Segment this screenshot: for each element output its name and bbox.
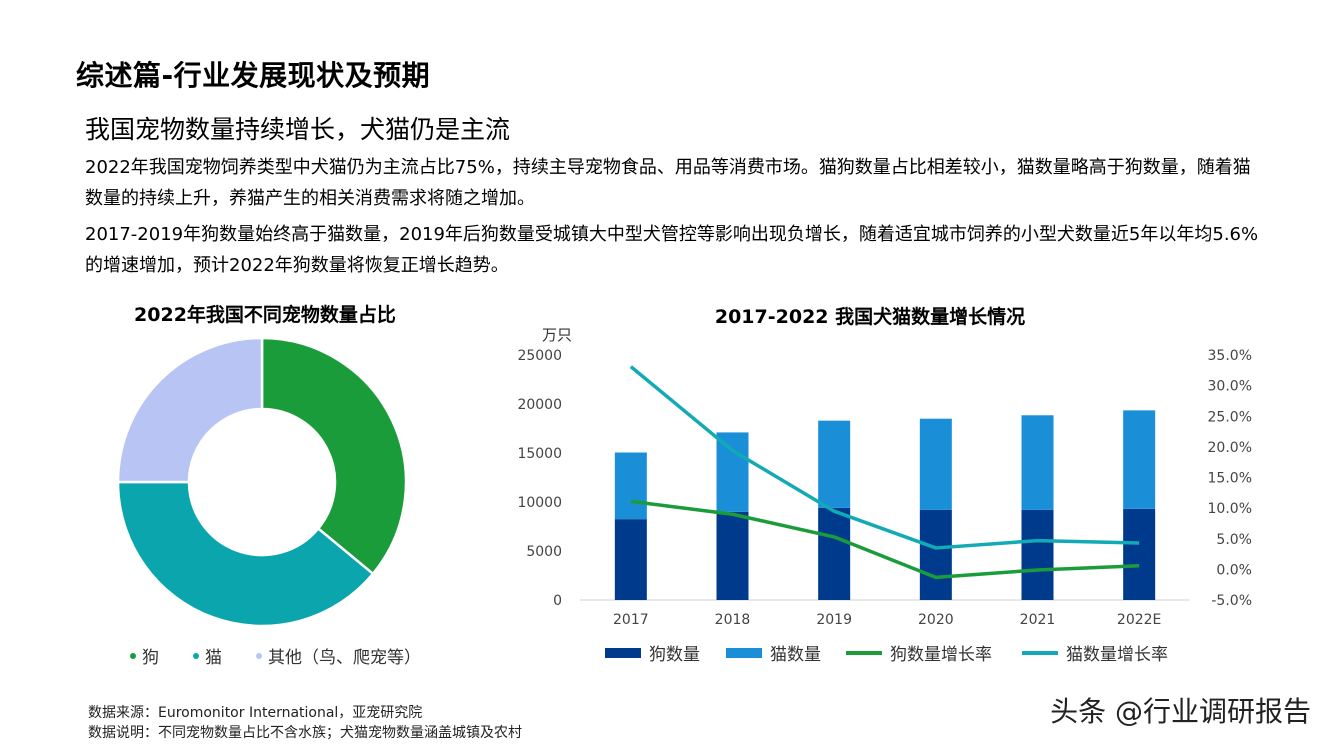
headline: 我国宠物数量持续增长，犬猫仍是主流: [85, 115, 511, 144]
bar-dog-count: [919, 509, 952, 600]
pie-slice-other: [116, 336, 264, 484]
legend-label-cat-count: 猫数量: [770, 645, 821, 665]
y2-tick-label: 35.0%: [1208, 348, 1252, 364]
source-note: 数据来源：Euromonitor International，亚宠研究院: [88, 705, 423, 721]
bar-cat-count: [919, 418, 952, 510]
paragraph-2: 2017-2019年狗数量始终高于猫数量，2019年后狗数量受城镇大中型犬管控等…: [85, 224, 1259, 276]
bar-dog-count: [716, 511, 749, 600]
x-tick-label: 2017: [613, 612, 649, 628]
y2-tick-label: 15.0%: [1208, 471, 1252, 487]
legend-swatch-cat-rate: [1022, 650, 1058, 655]
pie-slice-dog: [260, 336, 408, 576]
bar-cat-count: [614, 452, 647, 520]
pie-chart-title: 2022年我国不同宠物数量占比: [134, 304, 396, 326]
legend-swatch-dog-rate: [846, 650, 882, 655]
y-tick-label: 25000: [517, 348, 562, 364]
legend-label-other: 其他（鸟、爬宠等）: [268, 648, 421, 668]
y-axis-unit: 万只: [542, 326, 572, 344]
legend-label-cat-rate: 猫数量增长率: [1066, 645, 1168, 665]
legend-swatch-dog-count: [605, 647, 641, 658]
legend-dot-cat: [193, 652, 199, 659]
bar-line-chart: 万只 0 5000 10000 15000 20000 25000 -5.0% 0.0% 5.0%…: [517, 326, 1252, 628]
y-tick-label: 20000: [517, 397, 562, 413]
y-tick-label: 15000: [517, 446, 562, 462]
legend-dot-other: [256, 652, 262, 659]
paragraph-1: 2022年我国宠物饲养类型中犬猫仍为主流占比75%，持续主导宠物食品、用品等消费…: [85, 157, 1251, 209]
y2-tick-label: 20.0%: [1208, 440, 1252, 456]
watermark: 头条 @行业调研报告: [1050, 695, 1311, 728]
legend-label-cat: 猫: [205, 648, 222, 668]
bar-cat-count: [716, 432, 749, 512]
bar-cat-count: [1021, 415, 1054, 510]
x-tick-label: 2018: [715, 612, 751, 628]
line-dog-rate: [630, 499, 1140, 580]
pie-chart: [116, 336, 408, 628]
legend-item-other: 其他（鸟、爬宠等）: [256, 643, 421, 668]
legend-label-dog-count: 狗数量: [649, 645, 700, 665]
bar-cat-count: [1123, 410, 1156, 509]
bar-chart-title: 2017-2022 我国犬猫数量增长情况: [714, 306, 1026, 328]
legend-item-cat-count: 猫数量: [726, 640, 821, 665]
x-tick-label: 2019: [816, 612, 852, 628]
bar-cat-count: [818, 420, 851, 508]
x-tick-label: 2021: [1020, 612, 1056, 628]
pie-slice-cat: [116, 480, 375, 628]
legend-item-cat: 猫: [193, 643, 222, 668]
x-tick-label: 2022E: [1117, 612, 1161, 628]
y-tick-label: 0: [553, 593, 562, 609]
y2-tick-label: 30.0%: [1208, 379, 1252, 395]
bar-dog-count: [818, 507, 851, 600]
legend-swatch-cat-count: [726, 647, 762, 658]
y2-tick-label: 10.0%: [1208, 501, 1252, 517]
legend-item-dog-count: 狗数量: [605, 640, 700, 665]
legend-label-dog: 狗: [142, 648, 159, 668]
bar-dog-count: [614, 519, 647, 600]
x-tick-label: 2020: [918, 612, 954, 628]
y-tick-label: 10000: [517, 495, 562, 511]
section-title: 综述篇-行业发展现状及预期: [76, 59, 431, 92]
bar-dog-count: [1123, 508, 1156, 600]
y2-tick-label: -5.0%: [1211, 593, 1252, 609]
y-tick-label: 5000: [526, 544, 562, 560]
line-cat-rate: [629, 365, 1140, 550]
y2-tick-label: 0.0%: [1216, 562, 1252, 578]
y2-tick-label: 25.0%: [1208, 409, 1252, 425]
legend-label-dog-rate: 狗数量增长率: [890, 645, 992, 665]
bar-dog-count: [1021, 509, 1054, 600]
legend-item-cat-rate: 猫数量增长率: [1022, 640, 1168, 665]
legend-dot-dog: [130, 652, 136, 659]
legend-item-dog-rate: 狗数量增长率: [846, 640, 992, 665]
legend-item-dog: 狗: [130, 643, 159, 668]
data-note: 数据说明：不同宠物数量占比不含水族；犬猫宠物数量涵盖城镇及农村: [88, 725, 522, 741]
y2-tick-label: 5.0%: [1216, 532, 1252, 548]
